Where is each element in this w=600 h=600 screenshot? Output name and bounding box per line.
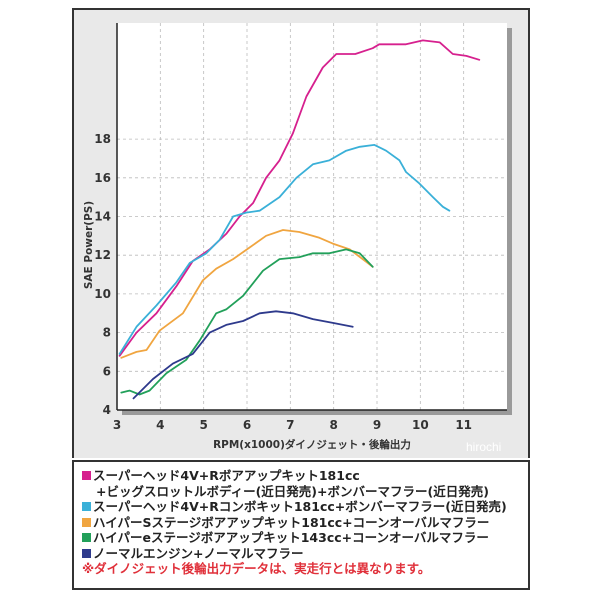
- y-tick-label: 14: [94, 210, 111, 224]
- y-axis-label: SAE Power(PS): [83, 201, 95, 289]
- y-tick-label: 8: [103, 326, 111, 340]
- y-tick-label: 16: [94, 171, 111, 185]
- legend-label: ハイパーeステージボアアップキット143cc+コーンオーバルマフラー: [93, 530, 489, 545]
- series-line-3: [120, 229, 374, 359]
- x-tick-label: 3: [113, 418, 121, 432]
- y-tick-label: 4: [103, 403, 111, 417]
- legend-item-1-cont: +ビッグスロットルボディー(近日発売)+ボンバーマフラー(近日発売): [82, 484, 528, 500]
- y-tick-label: 12: [94, 248, 111, 262]
- legend-label: ノーマルエンジン+ノーマルマフラー: [93, 545, 304, 561]
- x-tick-label: 6: [243, 418, 251, 432]
- legend-label: スーパーヘッド4V+Rボアアップキット181cc: [93, 468, 360, 483]
- legend-label: ハイパーSステージボアアップキット181cc+コーンオーバルマフラー: [93, 514, 490, 530]
- disclaimer-note: ※ダイノジェット後輪出力データは、実走行とは異なります。: [82, 561, 431, 576]
- x-tick-label: 7: [286, 418, 294, 432]
- x-tick-label: 9: [373, 418, 381, 432]
- series-line-4: [120, 248, 374, 396]
- legend-label: スーパーヘッド4V+Rコンボキット181cc+ボンバーマフラー(近日発売): [93, 499, 507, 514]
- legend-item-5: ノーマルエンジン+ノーマルマフラー: [82, 546, 528, 562]
- legend: スーパーヘッド4V+Rボアアップキット181cc +ビッグスロットルボディー(近…: [72, 460, 530, 590]
- y-tick-label: 18: [94, 132, 111, 146]
- series-line-5: [132, 310, 354, 400]
- legend-swatch: [82, 548, 91, 558]
- legend-item-3: ハイパーSステージボアアップキット181cc+コーンオーバルマフラー: [82, 515, 528, 531]
- legend-swatch: [82, 502, 91, 511]
- legend-swatch: [82, 533, 91, 542]
- x-tick-label: 11: [455, 418, 472, 432]
- series-line-2: [118, 144, 451, 355]
- x-tick-label: 10: [412, 418, 429, 432]
- legend-item-1: スーパーヘッド4V+Rボアアップキット181cc: [82, 468, 528, 484]
- x-axis-label: RPM(x1000)ダイノジェット・後輪出力: [213, 438, 411, 451]
- legend-label: +ビッグスロットルボディー(近日発売)+ボンバーマフラー(近日発売): [96, 483, 489, 499]
- legend-swatch: [82, 517, 91, 527]
- legend-item-2: スーパーヘッド4V+Rコンボキット181cc+ボンバーマフラー(近日発売): [82, 499, 528, 515]
- y-tick-label: 6: [103, 364, 111, 378]
- x-tick-label: 8: [329, 418, 337, 432]
- watermark: hirochi: [466, 440, 502, 454]
- legend-swatch: [82, 471, 91, 480]
- legend-item-4: ハイパーeステージボアアップキット143cc+コーンオーバルマフラー: [82, 530, 528, 546]
- y-tick-label: 10: [94, 287, 111, 301]
- x-tick-label: 4: [156, 418, 164, 432]
- x-tick-label: 5: [199, 418, 207, 432]
